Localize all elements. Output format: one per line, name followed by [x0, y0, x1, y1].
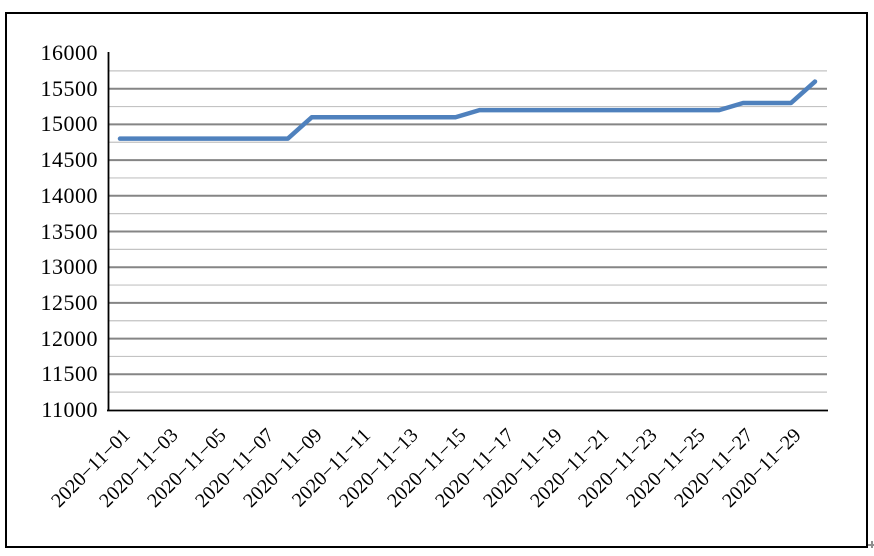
y-axis-tick-label: 14000: [40, 182, 98, 208]
y-axis-tick-label: 13500: [40, 218, 98, 244]
y-axis-tick-label: 14500: [40, 147, 98, 173]
y-axis-tick-label: 12500: [40, 289, 98, 315]
y-axis-tick-label: 16000: [40, 40, 98, 65]
y-axis-tick-label: 13000: [40, 254, 98, 280]
price-series-line: [117, 79, 818, 141]
corner-artifact-icon: [868, 541, 874, 548]
y-axis-tick-label: 11500: [41, 361, 98, 387]
y-axis-tick-label: 12000: [40, 325, 98, 351]
y-axis-tick-label: 11000: [41, 397, 98, 422]
y-axis-tick-label: 15000: [40, 111, 98, 137]
y-axis-tick-label: 15500: [40, 75, 98, 101]
